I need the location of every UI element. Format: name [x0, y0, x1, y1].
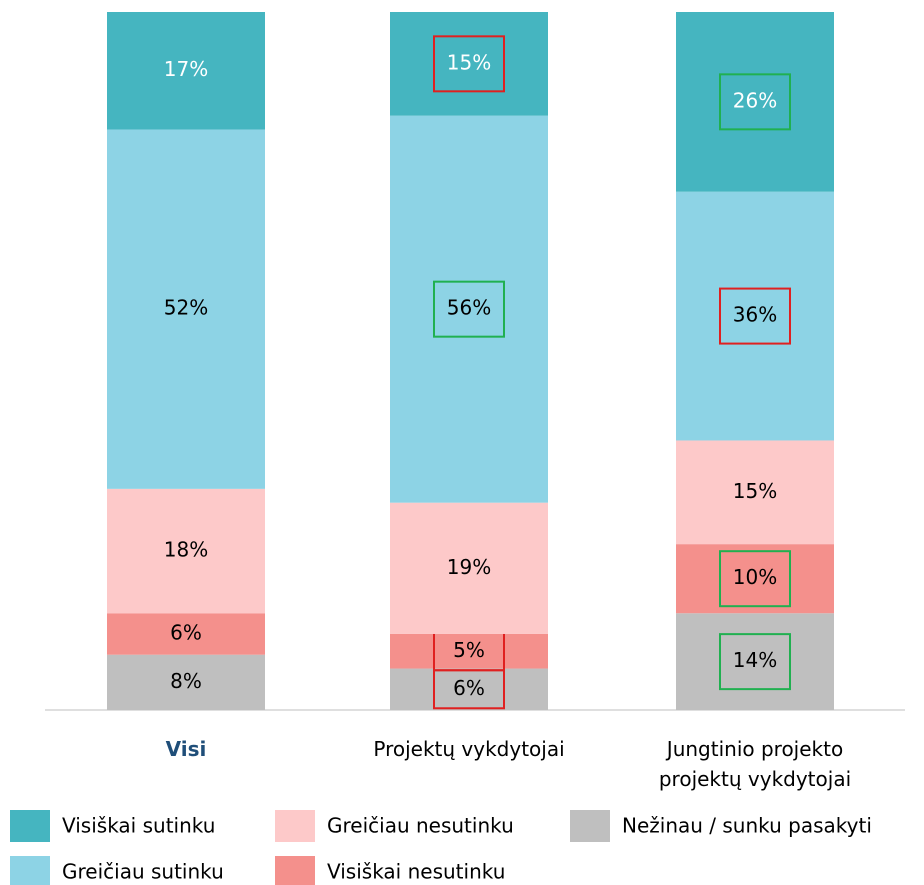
bar-segment — [107, 488, 265, 614]
value-label: 14% — [733, 648, 777, 672]
bar-segment — [676, 440, 834, 545]
legend-swatch — [10, 810, 50, 842]
bar-segment — [676, 191, 834, 441]
bar-segment — [107, 613, 265, 655]
bar-segment — [390, 12, 548, 116]
highlight-box — [433, 35, 505, 93]
legend-label: Visiškai sutinku — [62, 814, 215, 838]
legend-swatch — [275, 856, 315, 885]
value-label: 17% — [164, 57, 208, 81]
legend-swatch — [10, 856, 50, 885]
bar-segment — [107, 654, 265, 710]
legend-label: Visiškai nesutinku — [327, 860, 505, 884]
value-label: 52% — [164, 296, 208, 320]
highlight-box — [719, 633, 791, 691]
bar-segment — [390, 668, 548, 710]
highlight-box — [719, 550, 791, 608]
legend-label: Greičiau nesutinku — [327, 814, 514, 838]
value-label: 8% — [170, 669, 202, 693]
legend-label: Greičiau sutinku — [62, 860, 224, 884]
value-label: 19% — [447, 555, 491, 579]
bar-segment — [676, 613, 834, 710]
bar-segment — [676, 12, 834, 192]
value-label: 15% — [447, 50, 491, 74]
bar-segment — [390, 633, 548, 669]
highlight-box — [433, 280, 505, 338]
legend-label: Nežinau / sunku pasakyti — [622, 814, 872, 838]
x-tick-label: Visi — [165, 737, 207, 761]
x-tick-label: Projektų vykdytojai — [373, 737, 565, 761]
value-label: 10% — [733, 565, 777, 589]
bar-segment — [107, 12, 265, 130]
highlight-box — [719, 73, 791, 131]
bar-segment — [390, 115, 548, 503]
value-label: 18% — [164, 538, 208, 562]
bar-segment — [676, 544, 834, 614]
value-label: 6% — [453, 676, 485, 700]
bar-segment — [390, 502, 548, 634]
highlight-box — [719, 287, 791, 345]
value-label: 56% — [447, 296, 491, 320]
value-label: 6% — [170, 620, 202, 644]
value-label: 5% — [453, 638, 485, 662]
legend-swatch — [570, 810, 610, 842]
value-label: 36% — [733, 303, 777, 327]
x-tick-label: Jungtinio projekto projektų vykdytojai — [658, 737, 852, 791]
bar-segment — [107, 129, 265, 489]
legend-swatch — [275, 810, 315, 842]
value-label: 26% — [733, 88, 777, 112]
value-label: 15% — [733, 479, 777, 503]
